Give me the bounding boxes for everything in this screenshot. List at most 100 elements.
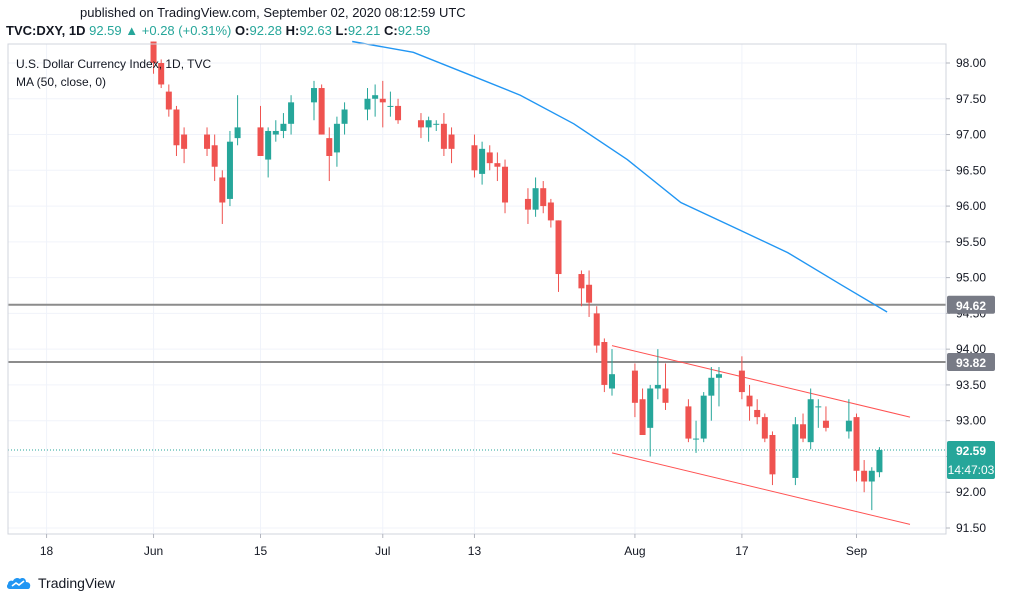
candle-body <box>272 130 279 135</box>
candle <box>502 159 509 214</box>
candle <box>387 91 394 117</box>
candle-body <box>341 109 348 124</box>
tradingview-logo[interactable]: TradingView <box>6 575 115 591</box>
candle <box>272 120 279 142</box>
up-arrow-icon: ▲ <box>125 23 139 38</box>
candle-body <box>364 98 371 110</box>
candle <box>379 80 386 128</box>
candle <box>318 84 325 135</box>
candle-body <box>257 127 264 156</box>
open-label: O: <box>235 23 250 38</box>
candle-body <box>654 384 661 389</box>
candle-body <box>318 88 325 135</box>
candle <box>540 181 547 214</box>
candle-body <box>211 145 218 167</box>
candle <box>868 467 875 511</box>
low-value: 92.21 <box>347 23 381 38</box>
candle <box>448 127 455 164</box>
candle <box>578 270 585 307</box>
candle <box>425 116 432 142</box>
candle-body <box>387 105 394 107</box>
price-tick-label: 93.50 <box>956 378 986 392</box>
candle-body <box>479 148 486 174</box>
candle <box>593 306 600 353</box>
candle-body <box>693 438 700 440</box>
published-note: published on TradingView.com, September … <box>80 5 466 20</box>
candle <box>800 413 807 443</box>
candle <box>219 170 226 224</box>
candle-body <box>219 177 226 203</box>
candle-body <box>448 134 455 149</box>
last-price-label: 92.59 <box>956 444 986 458</box>
price-tick-label: 98.00 <box>956 56 986 70</box>
channel-line <box>611 345 911 418</box>
candle-body <box>876 450 883 473</box>
candle-body <box>631 370 638 403</box>
level-label-2: 93.82 <box>956 356 986 370</box>
candle-body <box>815 406 822 408</box>
price-tick-label: 96.50 <box>956 163 986 177</box>
candle <box>601 338 608 393</box>
candle <box>876 447 883 478</box>
candle <box>822 406 829 432</box>
candle <box>288 95 295 135</box>
close-value: 92.59 <box>397 23 431 38</box>
candle-body <box>425 120 432 128</box>
candle-body <box>234 127 241 139</box>
candle-body <box>586 284 593 303</box>
time-tick-label: 17 <box>735 544 749 558</box>
time-tick-label: 15 <box>254 544 268 558</box>
price-tick-label: 97.50 <box>956 92 986 106</box>
time-tick-label: Jul <box>375 544 390 558</box>
candle <box>326 127 333 182</box>
candle-body <box>609 374 615 389</box>
ma-legend: MA (50, close, 0) <box>16 75 106 89</box>
candle <box>761 413 768 443</box>
candle-body <box>265 130 272 160</box>
candle <box>479 141 486 185</box>
candle <box>395 98 402 124</box>
candle <box>257 105 264 156</box>
candle-body <box>502 166 509 203</box>
candle <box>226 130 233 207</box>
candle-body <box>647 388 654 428</box>
candle-body <box>601 342 608 385</box>
candle <box>754 399 761 425</box>
candle <box>280 113 287 139</box>
time-tick-label: Jun <box>144 544 163 558</box>
time-tick-label: Aug <box>624 544 645 558</box>
candle <box>417 113 424 139</box>
candle-body <box>379 98 386 103</box>
channel-line <box>611 452 911 525</box>
price-tick-label: 97.00 <box>956 128 986 142</box>
time-tick-label: 13 <box>468 544 482 558</box>
candle <box>486 145 493 171</box>
symbol: TVC:DXY, 1D <box>6 23 86 38</box>
level-label-1-bg <box>947 295 995 314</box>
candle <box>609 349 615 396</box>
candle-body <box>555 220 562 275</box>
candle-body <box>372 95 379 99</box>
candle-body <box>746 395 753 407</box>
price-change: +0.28 (+0.31%) <box>141 23 232 38</box>
candle <box>845 399 852 439</box>
candle <box>647 384 654 457</box>
candle-body <box>769 435 776 475</box>
candle-body <box>738 370 745 393</box>
candle-body <box>311 88 317 103</box>
ma50-line <box>352 40 888 313</box>
chart-frame <box>7 43 947 535</box>
candle-body <box>326 138 333 156</box>
candle-body <box>165 91 172 110</box>
candle <box>204 127 211 156</box>
open-value: 92.28 <box>249 23 283 38</box>
candle <box>639 388 646 435</box>
candle-body <box>173 109 180 146</box>
candle <box>861 460 868 493</box>
candle-body <box>754 409 761 418</box>
candle-body <box>578 274 585 289</box>
candle-body <box>204 134 211 149</box>
price-tick-label: 94.00 <box>956 342 986 356</box>
candle-body <box>532 188 539 210</box>
